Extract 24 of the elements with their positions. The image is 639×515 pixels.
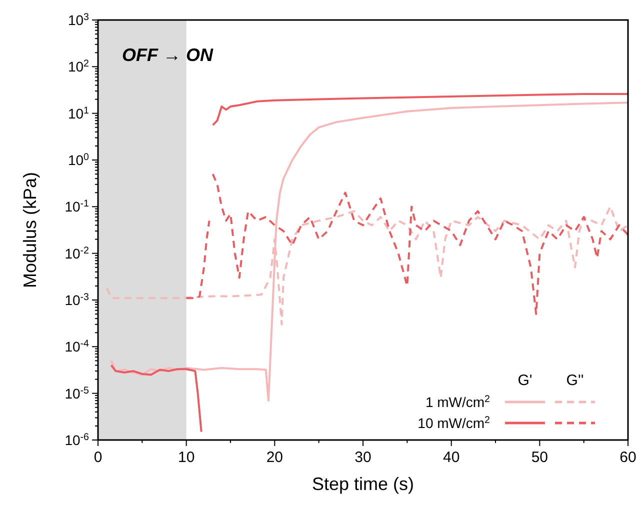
x-tick-label: 20: [266, 449, 284, 466]
x-tick-label: 60: [620, 449, 636, 466]
y-tick-label: 10$^{-3}$: [64, 292, 90, 308]
y-tick-label: 10$^{-4}$: [64, 338, 90, 355]
x-tick-label: 50: [531, 449, 548, 466]
y-tick-label: 10$^{-2}$: [64, 244, 89, 262]
y-tick-label: 10$^{2}$: [68, 58, 89, 75]
legend-label: 10 mW/cm$^{2}$: [418, 414, 490, 431]
y-tick-label: 10$^{-6}$: [64, 432, 90, 448]
y-tick-label: 10$^{-5}$: [64, 384, 90, 402]
legend-label: 1 mW/cm$^{2}$: [425, 394, 490, 410]
annotation: G'': [566, 372, 584, 389]
y-tick-label: 10$^{0}$: [68, 152, 90, 168]
y-tick-label: 10$^{3}$: [68, 12, 90, 28]
y-tick-label: 10$^{-1}$: [64, 198, 89, 215]
x-axis-title: Step time (s): [312, 474, 414, 494]
y-axis-title: Modulus (kPa): [20, 172, 40, 288]
x-tick-label: 0: [94, 449, 102, 466]
x-tick-label: 10: [178, 449, 195, 466]
annotation: G': [518, 372, 532, 389]
band-label: OFF → ON: [122, 45, 214, 65]
x-tick-label: 30: [354, 449, 372, 466]
y-tick-label: 10$^{1}$: [68, 104, 89, 122]
x-tick-label: 40: [442, 449, 460, 466]
